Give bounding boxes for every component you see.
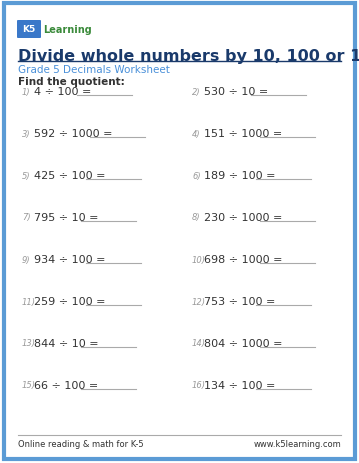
FancyBboxPatch shape [4, 4, 355, 459]
Text: 795 ÷ 10 =: 795 ÷ 10 = [34, 213, 98, 223]
Text: 844 ÷ 10 =: 844 ÷ 10 = [34, 338, 99, 348]
Text: 12): 12) [192, 297, 206, 306]
Text: 13): 13) [22, 339, 36, 348]
Text: 4): 4) [192, 129, 201, 138]
Text: Divide whole numbers by 10, 100 or 1000: Divide whole numbers by 10, 100 or 1000 [18, 49, 359, 64]
Text: 1): 1) [22, 88, 31, 96]
Text: 14): 14) [192, 339, 206, 348]
Text: 134 ÷ 100 =: 134 ÷ 100 = [204, 380, 275, 390]
Text: 15): 15) [22, 381, 36, 390]
Text: 189 ÷ 100 =: 189 ÷ 100 = [204, 171, 275, 181]
Text: 151 ÷ 1000 =: 151 ÷ 1000 = [204, 129, 282, 139]
Text: 804 ÷ 1000 =: 804 ÷ 1000 = [204, 338, 283, 348]
Text: 10): 10) [192, 255, 206, 264]
Text: Learning: Learning [43, 25, 92, 35]
Text: Grade 5 Decimals Worksheet: Grade 5 Decimals Worksheet [18, 65, 170, 75]
Text: 425 ÷ 100 =: 425 ÷ 100 = [34, 171, 106, 181]
Text: Online reading & math for K-5: Online reading & math for K-5 [18, 439, 144, 448]
Text: 934 ÷ 100 =: 934 ÷ 100 = [34, 255, 106, 264]
Text: 2): 2) [192, 88, 201, 96]
Text: 7): 7) [22, 213, 31, 222]
Text: 8): 8) [192, 213, 201, 222]
Text: K5: K5 [22, 25, 36, 34]
Text: 11): 11) [22, 297, 36, 306]
Text: 230 ÷ 1000 =: 230 ÷ 1000 = [204, 213, 283, 223]
FancyBboxPatch shape [17, 21, 41, 39]
Text: 6): 6) [192, 171, 201, 180]
Text: www.k5learning.com: www.k5learning.com [253, 439, 341, 448]
Text: 5): 5) [22, 171, 31, 180]
Text: 698 ÷ 1000 =: 698 ÷ 1000 = [204, 255, 283, 264]
Text: 16): 16) [192, 381, 206, 390]
Text: 259 ÷ 100 =: 259 ÷ 100 = [34, 296, 106, 307]
Text: 753 ÷ 100 =: 753 ÷ 100 = [204, 296, 275, 307]
Text: Find the quotient:: Find the quotient: [18, 77, 125, 87]
Text: 3): 3) [22, 129, 31, 138]
Text: 66 ÷ 100 =: 66 ÷ 100 = [34, 380, 98, 390]
Text: 530 ÷ 10 =: 530 ÷ 10 = [204, 87, 268, 97]
Text: 4 ÷ 100 =: 4 ÷ 100 = [34, 87, 92, 97]
Text: 592 ÷ 1000 =: 592 ÷ 1000 = [34, 129, 112, 139]
Text: 9): 9) [22, 255, 31, 264]
